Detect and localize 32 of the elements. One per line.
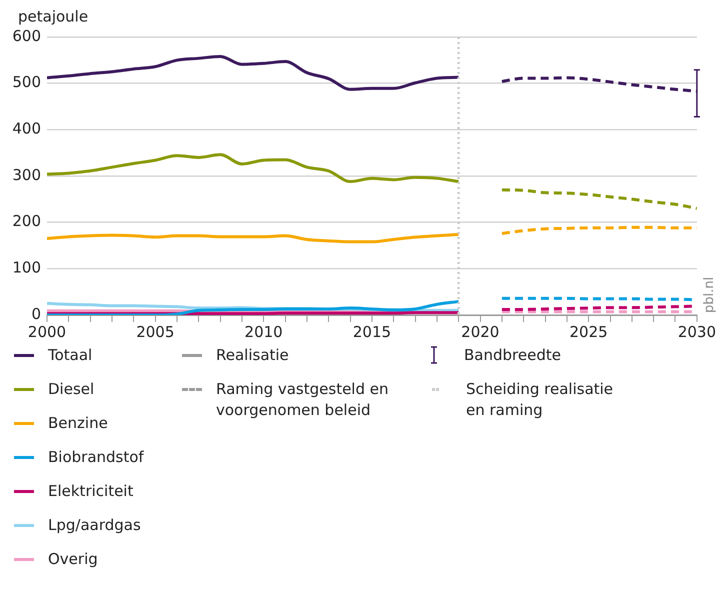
x-tick-label: 2020 [461, 322, 500, 341]
legend-label: Diesel [48, 379, 94, 400]
y-tick-label: 0 [31, 304, 41, 323]
line-series [47, 232, 460, 244]
y-tick-label: 400 [12, 120, 41, 138]
x-tick-label: 2010 [244, 322, 283, 341]
x-tick-label: 2025 [570, 322, 608, 341]
legend-label: Benzine [48, 413, 108, 434]
legend-label: Elektriciteit [48, 481, 134, 502]
y-tick-label: 600 [12, 26, 41, 45]
line-series [500, 188, 697, 210]
line-series [47, 153, 460, 184]
y-tick-label: 500 [12, 73, 41, 92]
legend-label: Totaal [48, 345, 92, 366]
line-series [47, 300, 460, 315]
line-series [47, 54, 460, 91]
text: Raming vastgesteld en voorgenomen beleid [216, 379, 390, 421]
text: Bandbreedte [464, 345, 561, 366]
text: pbl.nl [702, 276, 717, 313]
x-tick-label: 2015 [352, 322, 392, 341]
legend-label: Biobrandstof [48, 447, 144, 468]
legend-label: Overig [48, 549, 98, 570]
y-tick-label: 200 [12, 212, 41, 230]
x-tick-label: 2030 [678, 322, 716, 341]
legend-label: Lpg/aardgas [48, 515, 141, 536]
x-tick-label: 2000 [28, 322, 66, 341]
y-tick-label: 100 [12, 258, 41, 277]
x-tick-label: 2005 [136, 322, 174, 341]
y-axis-title: petajoule [18, 7, 88, 26]
text: Realisatie [216, 345, 289, 366]
legend-label: Scheiding realisatie en raming [466, 379, 614, 421]
y-tick-label: 300 [12, 166, 41, 184]
